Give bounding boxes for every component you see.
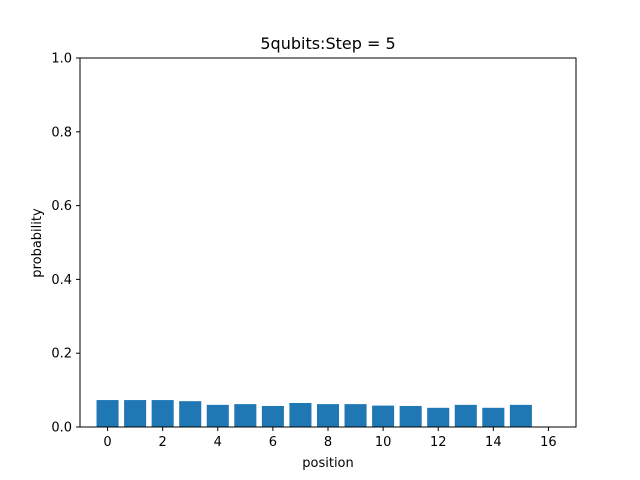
y-tick-label: 0.8 (51, 125, 72, 140)
y-tick-label: 0.6 (51, 199, 72, 214)
bar-position-4 (206, 404, 229, 427)
bar-position-15 (509, 404, 532, 427)
y-axis-ticks: 0.0 0.2 0.4 0.6 0.8 1.0 (51, 52, 80, 436)
bar-position-2 (151, 400, 174, 427)
y-tick-label: 0.4 (51, 273, 72, 288)
x-tick-label: 2 (159, 435, 167, 450)
plot-area (80, 58, 576, 427)
bar-position-3 (179, 401, 202, 427)
bar-position-7 (289, 403, 312, 427)
y-tick-label: 0.2 (51, 347, 72, 362)
bar-position-6 (261, 405, 284, 427)
x-axis-label: position (302, 456, 354, 471)
x-tick-label: 16 (540, 435, 557, 450)
x-tick-label: 12 (430, 435, 447, 450)
x-axis-ticks: 0 2 4 6 8 10 12 14 16 (103, 427, 557, 450)
bar-position-10 (372, 405, 395, 427)
bar-position-0 (96, 400, 119, 427)
bar-position-13 (454, 404, 477, 427)
plot-frame (79, 57, 577, 428)
x-tick-label: 10 (375, 435, 392, 450)
bar-position-9 (344, 404, 367, 427)
bar-position-8 (316, 404, 340, 427)
bar-position-1 (124, 400, 147, 427)
x-tick-label: 0 (103, 435, 111, 450)
x-tick-label: 8 (324, 435, 332, 450)
bar-position-14 (482, 407, 505, 427)
bars-group (96, 400, 532, 427)
chart-title: 5qubits:Step = 5 (260, 34, 395, 53)
y-axis-label: probability (30, 208, 45, 278)
y-tick-label: 0.0 (51, 421, 72, 436)
x-tick-label: 4 (214, 435, 222, 450)
bar-position-11 (399, 405, 422, 427)
bar-position-12 (427, 407, 450, 427)
x-tick-label: 14 (485, 435, 502, 450)
bar-position-5 (234, 404, 257, 427)
x-tick-label: 6 (269, 435, 277, 450)
y-tick-label: 1.0 (51, 52, 72, 67)
